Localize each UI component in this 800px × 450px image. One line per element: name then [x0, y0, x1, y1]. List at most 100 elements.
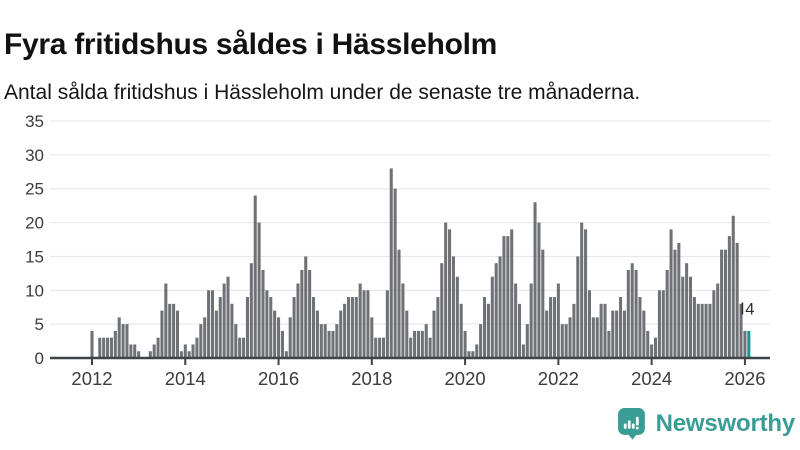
bar	[405, 310, 409, 358]
bar	[207, 290, 211, 358]
bar	[284, 351, 288, 358]
bar	[490, 276, 494, 358]
x-axis-tick-label: 2018	[351, 368, 392, 389]
bar	[148, 351, 152, 358]
bar	[611, 310, 615, 358]
bar	[102, 337, 106, 358]
bar	[723, 249, 728, 358]
bar	[257, 222, 261, 358]
bar	[121, 324, 125, 358]
bar	[467, 351, 471, 358]
bar	[743, 330, 747, 358]
bar	[615, 310, 619, 358]
newsworthy-logo-text: Newsworthy	[655, 409, 796, 437]
bar	[517, 303, 522, 358]
bar	[688, 276, 693, 358]
bar	[238, 337, 242, 358]
bar	[164, 283, 168, 358]
y-axis-tick-label: 5	[35, 315, 44, 334]
bar	[397, 249, 401, 358]
bar	[599, 303, 603, 358]
bar	[521, 344, 525, 358]
bar	[549, 297, 553, 358]
bar	[619, 297, 623, 358]
bar	[494, 263, 498, 358]
bar	[646, 330, 650, 358]
bar	[409, 337, 413, 358]
bar	[242, 337, 246, 358]
bar	[673, 249, 677, 358]
bar	[677, 242, 681, 358]
bar	[378, 337, 382, 358]
bar	[591, 317, 595, 358]
bar	[564, 324, 568, 358]
bar	[335, 324, 339, 358]
x-axis-tick-label: 2020	[445, 368, 486, 389]
bar	[343, 303, 347, 358]
bar	[716, 283, 720, 358]
latest-value-bar	[747, 330, 751, 358]
bar	[587, 290, 591, 358]
bar	[98, 337, 102, 358]
bar	[552, 297, 557, 358]
bar	[525, 324, 529, 358]
bar	[354, 297, 358, 358]
bar	[339, 310, 343, 358]
bar	[560, 324, 564, 358]
y-axis-tick-label: 10	[25, 281, 44, 300]
bar	[308, 269, 312, 358]
bar	[222, 283, 226, 358]
bar	[133, 344, 137, 358]
bar	[568, 317, 572, 358]
bar	[665, 269, 669, 358]
bar	[444, 222, 448, 358]
bar	[413, 330, 417, 358]
bar	[106, 337, 110, 358]
bar	[510, 229, 514, 358]
bar	[700, 303, 704, 358]
bar	[545, 310, 549, 358]
x-axis-tick-label: 2014	[165, 368, 206, 389]
bar	[292, 297, 296, 358]
bar	[416, 330, 420, 358]
newsworthy-logo[interactable]: Newsworthy	[616, 407, 795, 440]
bar	[498, 256, 502, 358]
bar	[113, 330, 117, 358]
bar	[109, 337, 113, 358]
bar	[650, 344, 654, 358]
bar	[389, 168, 393, 358]
chart-subtitle: Antal sålda fritidshus i Hässleholm unde…	[4, 81, 641, 104]
bar	[230, 303, 234, 358]
bar	[249, 263, 253, 358]
bar	[708, 303, 712, 358]
bar	[654, 337, 658, 358]
bar	[331, 330, 335, 358]
bar	[234, 324, 238, 358]
bar	[428, 337, 432, 358]
x-axis-tick-label: 2016	[258, 368, 299, 389]
bar	[156, 337, 160, 358]
bar	[261, 269, 265, 358]
bar	[580, 222, 584, 358]
bar	[218, 297, 222, 358]
bar	[277, 317, 281, 358]
bar	[483, 297, 487, 358]
x-axis-tick-label: 2022	[538, 368, 579, 389]
bar	[366, 290, 370, 358]
bar	[607, 330, 611, 358]
bar	[327, 330, 331, 358]
x-axis-tick-label: 2024	[631, 368, 672, 389]
bar	[622, 310, 626, 358]
bar	[199, 324, 203, 358]
bar	[210, 290, 215, 358]
bar	[603, 303, 607, 358]
bar	[572, 303, 576, 358]
y-axis-tick-label: 15	[25, 247, 44, 266]
bar	[576, 256, 580, 358]
bar	[681, 276, 685, 358]
bar	[245, 297, 249, 358]
bar	[137, 351, 141, 358]
y-axis-tick-label: 35	[25, 112, 44, 131]
bar	[459, 303, 463, 358]
